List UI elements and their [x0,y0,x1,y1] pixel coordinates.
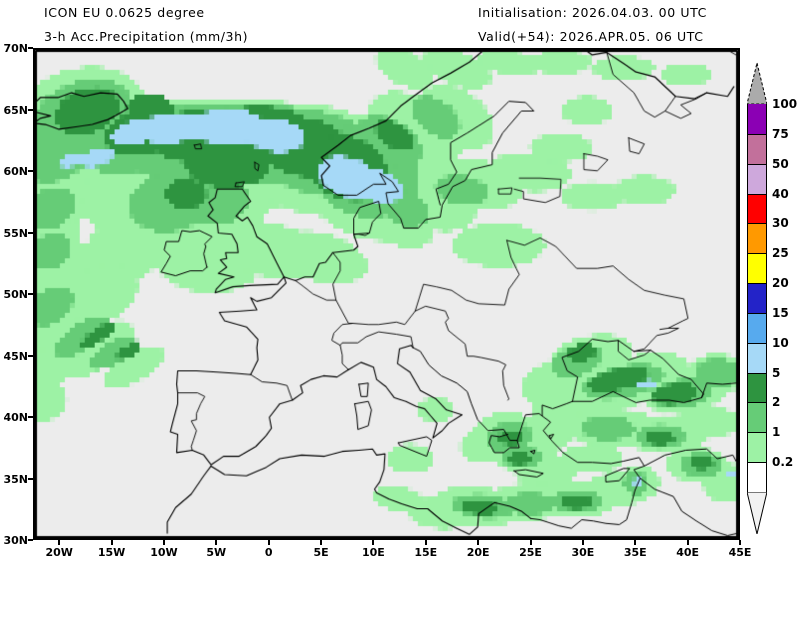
lon-tick-label: 10W [150,546,178,559]
colorbar-band [748,402,766,433]
lat-tick-mark [28,293,33,295]
colorbar-tick-label: 1 [772,425,781,440]
lon-tick-mark [686,540,689,545]
lon-tick-label: 35E [623,546,647,559]
lon-tick-mark [424,540,427,545]
colorbar-band [748,133,766,164]
colorbar-tick-label: 0.2 [772,455,794,470]
lon-tick-mark [58,540,61,545]
colorbar-band [748,372,766,403]
lon-tick-mark [215,540,218,545]
colorbar: 100 75 50 40 30 25 20 15 10 5 2 1 0.2 [744,62,798,534]
lon-tick-mark [581,540,584,545]
colorbar-underflow-arrow [747,492,767,534]
colorbar-band [748,104,766,134]
lat-tick-label: 65N [3,103,28,117]
map-raster [35,50,738,538]
colorbar-overflow-arrow [747,62,767,104]
colorbar-band [748,283,766,313]
lon-tick-mark [372,540,375,545]
lon-tick-label: 20E [466,546,490,559]
colorbar-tick-label: 50 [772,156,789,171]
model-title: ICON EU 0.0625 degree [44,5,205,20]
lon-tick-mark [634,540,637,545]
valid-time: Valid(+54): 2026.APR.05. 06 UTC [478,29,704,44]
precipitation-map [33,48,740,540]
lon-tick-label: 5E [313,546,329,559]
colorbar-band [748,342,766,373]
lat-tick-mark [28,170,33,172]
lat-tick-label: 35N [3,472,28,486]
lon-tick-label: 25E [519,546,542,559]
colorbar-band [748,193,766,224]
lon-tick-label: 45E [728,546,752,559]
lat-tick-label: 50N [3,288,28,301]
colorbar-band [748,462,766,492]
colorbar-tick-label: 2 [772,395,781,410]
initialisation-time: Initialisation: 2026.04.03. 00 UTC [478,5,707,20]
lon-tick-label: 20W [45,546,73,559]
lat-tick-mark [28,47,33,49]
lon-tick-label: 40E [676,546,700,559]
lon-tick-mark [739,540,741,545]
colorbar-band [748,432,766,463]
lon-tick-mark [110,540,113,545]
colorbar-band [748,312,766,343]
colorbar-band [748,163,766,194]
lat-tick-mark [28,416,33,418]
colorbar-band [748,253,766,284]
colorbar-tick-label: 5 [772,365,781,380]
lon-tick-label: 5W [206,546,227,559]
lon-tick-mark [320,540,323,545]
colorbar-tick-label: 40 [772,186,789,201]
lon-tick-label: 15E [414,546,438,559]
lat-tick-mark [28,539,33,541]
field-title: 3-h Acc.Precipitation (mm/3h) [44,29,249,44]
colorbar-band [748,223,766,254]
colorbar-tick-label: 25 [772,246,789,261]
lat-tick-label: 40N [3,411,28,424]
lon-tick-label: 15W [97,546,126,559]
lon-tick-mark [529,540,532,545]
colorbar-tick-label: 75 [772,126,789,141]
lat-tick-mark [28,231,33,234]
lat-tick-label: 70N [3,42,28,55]
lat-tick-label: 30N [3,534,28,547]
lat-tick-label: 45N [3,349,28,363]
lon-tick-label: 0 [264,546,273,559]
lon-tick-label: 30E [571,546,595,559]
colorbar-bands [747,104,767,492]
colorbar-tick-label: 10 [772,335,789,350]
lon-tick-mark [267,540,270,545]
lat-tick-label: 60N [3,165,28,178]
lat-tick-mark [28,108,33,111]
lon-tick-mark [162,540,165,545]
lat-tick-mark [28,477,33,480]
colorbar-tick-label: 30 [772,216,789,231]
lat-tick-label: 55N [3,226,28,240]
lon-tick-mark [477,540,480,545]
colorbar-tick-label: 20 [772,276,789,291]
colorbar-tick-label: 100 [772,97,798,111]
colorbar-tick-label: 15 [772,305,789,320]
lon-tick-label: 10E [361,546,385,559]
lat-tick-mark [28,354,33,357]
